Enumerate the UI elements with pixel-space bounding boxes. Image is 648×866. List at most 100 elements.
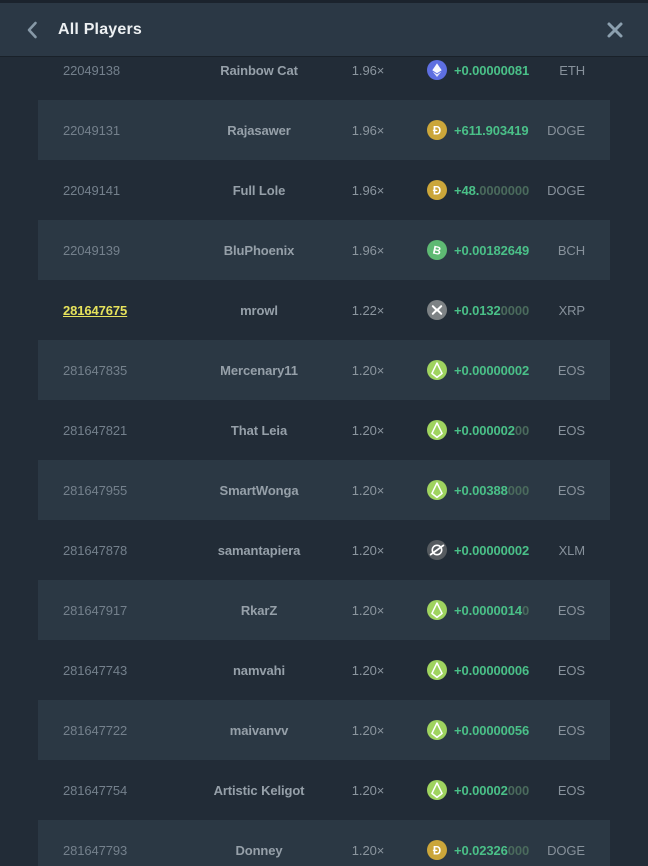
player-name[interactable]: Rajasawer (227, 122, 291, 138)
bet-id-link[interactable]: 22049131 (63, 122, 121, 138)
player-name[interactable]: RkarZ (240, 602, 278, 618)
bet-id-link[interactable]: 281647878 (63, 542, 128, 558)
player-bet-row: 22049138 Rainbow Cat 1.96× +0.00000081 E… (38, 40, 610, 100)
bet-id-link[interactable]: 281647743 (63, 662, 128, 678)
cashout-multiplier: 1.22× (351, 302, 385, 318)
currency-label: DOGE (547, 182, 585, 198)
currency-label: EOS (557, 722, 585, 738)
player-bet-row: 281647955 SmartWonga 1.20× +0.00388000 E… (38, 460, 610, 520)
player-name[interactable]: samantapiera (217, 542, 301, 558)
bet-id-link[interactable]: 281647821 (63, 422, 128, 438)
payout-amount: +0.00002000 (454, 782, 530, 798)
doge-coin-icon: Đ (427, 180, 447, 200)
currency-label: EOS (557, 782, 585, 798)
chevron-left-icon (27, 21, 37, 38)
payout-cell: +0.00000002 EOS (427, 360, 585, 380)
cashout-multiplier: 1.20× (351, 362, 385, 378)
svg-text:Đ: Đ (433, 845, 441, 857)
currency-label: ETH (559, 62, 585, 78)
payout-cell: +0.00000006 EOS (427, 660, 585, 680)
player-name[interactable]: SmartWonga (219, 482, 299, 498)
eos-coin-icon (427, 660, 447, 680)
all-players-header: All Players (0, 3, 648, 56)
doge-coin-icon: Đ (427, 840, 447, 860)
player-name[interactable]: Rainbow Cat (220, 62, 298, 78)
payout-amount: +0.00388000 (454, 482, 530, 498)
bet-id-link[interactable]: 281647793 (63, 842, 128, 858)
player-bet-row: 281647878 samantapiera 1.20× +0.00000002… (38, 520, 610, 580)
bet-id-link[interactable]: 22049141 (63, 182, 121, 198)
payout-cell: +0.00000002 XLM (427, 540, 585, 560)
close-button[interactable] (602, 17, 628, 43)
payout-cell: Đ +48.0000000 DOGE (427, 180, 585, 200)
player-name[interactable]: namvahi (232, 662, 286, 678)
page-title: All Players (58, 20, 143, 38)
payout-amount: +0.02326000 (454, 842, 530, 858)
bet-id-link[interactable]: 22049139 (63, 242, 121, 258)
bet-id-link[interactable]: 281647835 (63, 362, 128, 378)
player-bet-row: 281647821 That Leia 1.20× +0.00000200 EO… (38, 400, 610, 460)
cashout-multiplier: 1.96× (351, 182, 385, 198)
eos-coin-icon (427, 780, 447, 800)
payout-amount: +0.00182649 (454, 242, 530, 258)
payout-amount: +0.00000002 (454, 362, 530, 378)
payout-cell: +0.00000056 EOS (427, 720, 585, 740)
cashout-multiplier: 1.20× (351, 542, 385, 558)
currency-label: DOGE (547, 842, 585, 858)
player-name[interactable]: maivanvv (229, 722, 289, 738)
cashout-multiplier: 1.96× (351, 62, 385, 78)
player-name[interactable]: That Leia (230, 422, 288, 438)
players-list: 22049138 Rainbow Cat 1.96× +0.00000081 E… (0, 40, 648, 866)
payout-cell: +0.00002000 EOS (427, 780, 585, 800)
player-bet-row: 22049131 Rajasawer 1.96× Đ +611.903419 D… (38, 100, 610, 160)
player-name[interactable]: Donney (235, 842, 283, 858)
payout-amount: +0.00000056 (454, 722, 530, 738)
cashout-multiplier: 1.20× (351, 842, 385, 858)
currency-label: EOS (557, 602, 585, 618)
cashout-multiplier: 1.96× (351, 242, 385, 258)
player-bet-row: 22049139 BluPhoenix 1.96× B +0.00182649 … (38, 220, 610, 280)
currency-label: EOS (557, 362, 585, 378)
bet-id-link[interactable]: 281647917 (63, 602, 128, 618)
player-name[interactable]: mrowl (240, 302, 278, 318)
bet-id-link[interactable]: 281647955 (63, 482, 128, 498)
eos-coin-icon (427, 600, 447, 620)
xlm-coin-icon (427, 540, 447, 560)
close-icon (607, 22, 623, 37)
cashout-multiplier: 1.20× (351, 722, 385, 738)
player-bet-row: 281647743 namvahi 1.20× +0.00000006 EOS (38, 640, 610, 700)
currency-label: XRP (558, 302, 586, 318)
bet-id-link[interactable]: 281647675 (63, 302, 128, 318)
payout-amount: +0.01320000 (454, 302, 530, 318)
window-top-edge (0, 0, 648, 3)
cashout-multiplier: 1.20× (351, 422, 385, 438)
player-name[interactable]: Full Lole (232, 182, 286, 198)
back-button[interactable] (20, 18, 44, 42)
player-name[interactable]: BluPhoenix (223, 242, 295, 258)
player-name[interactable]: Mercenary11 (220, 362, 298, 378)
payout-amount: +0.00000140 (454, 602, 530, 618)
player-name[interactable]: Artistic Keligot (213, 782, 305, 798)
bet-id-link[interactable]: 281647722 (63, 722, 128, 738)
payout-cell: +0.01320000 XRP (427, 300, 585, 320)
payout-cell: Đ +0.02326000 DOGE (427, 840, 585, 860)
cashout-multiplier: 1.20× (351, 602, 385, 618)
payout-amount: +0.00000006 (454, 662, 530, 678)
eos-coin-icon (427, 360, 447, 380)
payout-cell: +0.00000081 ETH (427, 60, 585, 80)
currency-label: EOS (557, 422, 585, 438)
player-bet-row: 281647835 Mercenary11 1.20× +0.00000002 … (38, 340, 610, 400)
svg-text:Đ: Đ (433, 125, 441, 137)
player-bet-row: 281647793 Donney 1.20× Đ +0.02326000 DOG… (38, 820, 610, 866)
payout-amount: +48.0000000 (454, 182, 530, 198)
payout-cell: B +0.00182649 BCH (427, 240, 585, 260)
currency-label: DOGE (547, 122, 585, 138)
cashout-multiplier: 1.20× (351, 482, 385, 498)
svg-text:Đ: Đ (433, 185, 441, 197)
svg-text:B: B (431, 245, 442, 258)
bet-id-link[interactable]: 281647754 (63, 782, 128, 798)
doge-coin-icon: Đ (427, 120, 447, 140)
bet-id-link[interactable]: 22049138 (63, 62, 121, 78)
currency-label: BCH (557, 242, 585, 258)
currency-label: EOS (557, 482, 585, 498)
